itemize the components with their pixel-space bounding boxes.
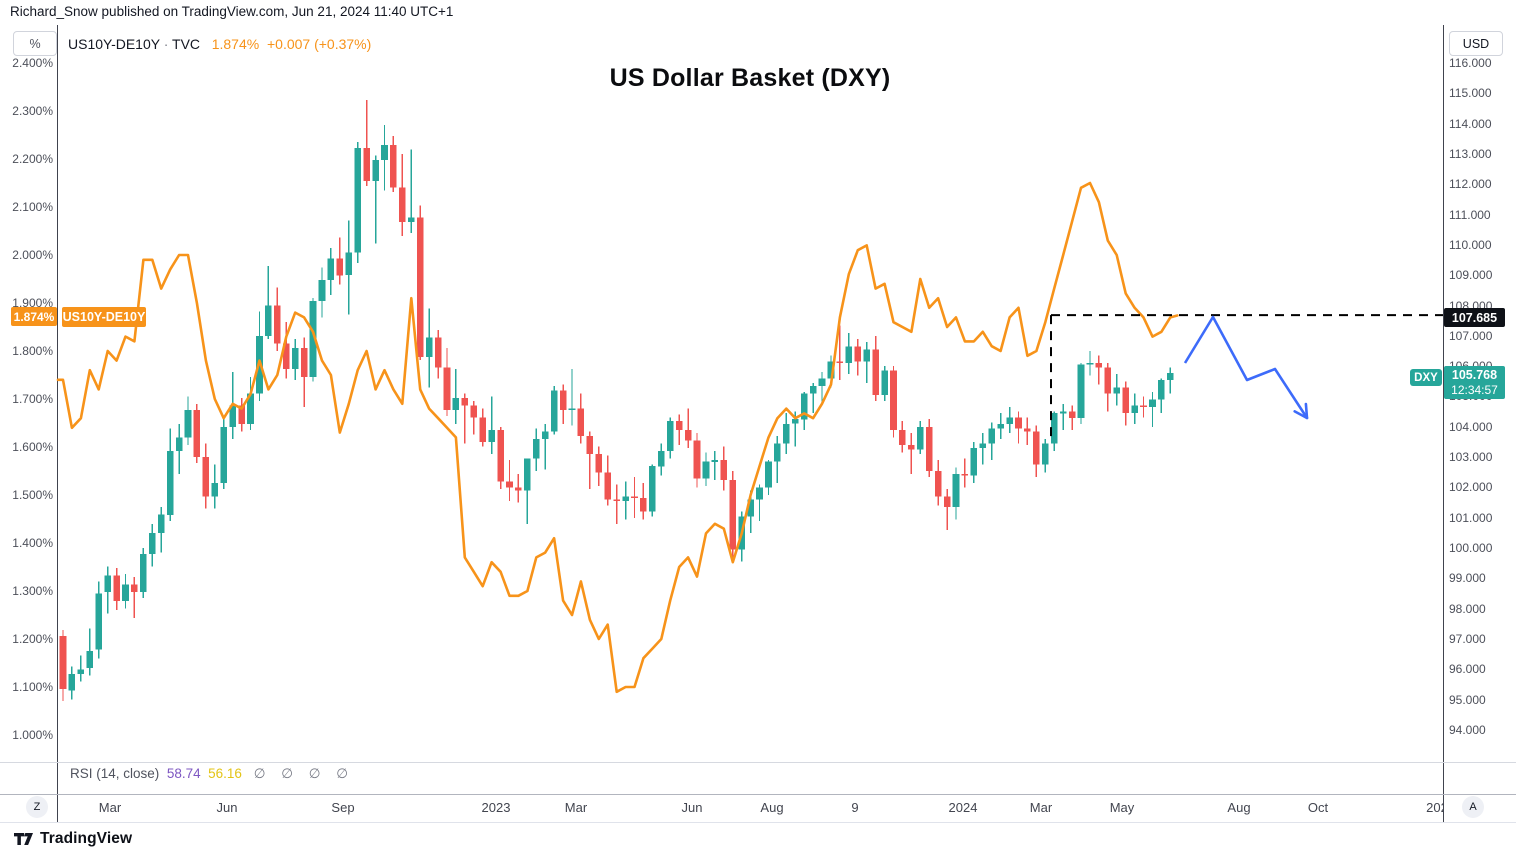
left-axis-tick: 2.200% [12, 152, 53, 166]
right-axis-tick: 116.000 [1449, 56, 1492, 70]
right-axis-tick: 101.000 [1449, 510, 1493, 525]
rsi-value: 58.74 [166, 766, 201, 781]
left-axis-tick: 1.400% [12, 536, 53, 550]
dxy-last-price: 105.768 [1451, 367, 1498, 382]
projection-arrowhead [1304, 402, 1309, 420]
left-axis-tick: 1.000% [12, 728, 53, 742]
time-axis-label: Mar [564, 800, 588, 815]
right-axis-tick: 113.000 [1449, 146, 1492, 161]
left-axis-tick: 1.800% [12, 344, 53, 358]
footer-border [0, 822, 1516, 823]
right-axis-tick: 102.000 [1449, 480, 1493, 495]
right-axis-tick: 95.000 [1449, 692, 1486, 707]
dashed-level-price-tag: 107.685 [1444, 308, 1505, 327]
left-axis-tick: 1.700% [12, 392, 53, 406]
left-axis-tick: 1.900% [12, 296, 53, 310]
right-price-axis[interactable]: 116.000 115.000 114.000 113.000 112.000 111.0… [1444, 25, 1516, 795]
time-axis-label: 9 [851, 800, 859, 815]
time-axis-label: Mar [1029, 800, 1053, 815]
rsi-empty-values: ∅ ∅ ∅ ∅ [253, 766, 354, 781]
right-axis-tick: 114.000 [1449, 116, 1492, 131]
time-axis-label: 202 [1426, 800, 1443, 815]
right-axis-tick: 104.000 [1449, 419, 1493, 434]
tradingview-brand-text: TradingView [40, 830, 133, 847]
timezone-button[interactable]: Z [26, 796, 48, 818]
left-price-axis[interactable]: 2.400% 2.300% 2.200% 2.100% 2.000% 1.900% 1.80… [0, 25, 56, 795]
left-axis-tick: 1.200% [12, 632, 53, 646]
legend-separator: · [163, 36, 169, 52]
right-axis-tick: 97.000 [1449, 632, 1486, 647]
right-unit-button[interactable]: USD [1449, 31, 1503, 56]
left-axis-tick: 1.300% [12, 584, 53, 598]
right-axis-tick: 98.000 [1449, 601, 1486, 616]
right-axis-tick: 112.000 [1449, 177, 1492, 192]
symbol-legend[interactable]: US10Y-DE10Y · TVC 1.874% +0.007 (+0.37%) [68, 36, 371, 52]
left-unit-button[interactable]: % [13, 31, 57, 56]
tradingview-logo[interactable]: TradingView [14, 830, 132, 848]
legend-symbol[interactable]: US10Y-DE10Y [68, 36, 160, 52]
rsi-ma-value: 56.16 [208, 766, 242, 781]
right-axis-tick: 111.000 [1449, 207, 1491, 222]
spread-axis-price-tag: 1.874% [11, 307, 57, 326]
time-axis-label: Jun [681, 800, 703, 815]
right-axis-tick: 103.000 [1449, 450, 1493, 465]
spread-line-series [56, 181, 1179, 694]
legend-change: +0.007 (+0.37%) [266, 36, 372, 52]
right-axis-tick: 99.000 [1449, 571, 1486, 586]
candlestick-series [59, 100, 1174, 702]
time-axis-label: Mar [98, 800, 122, 815]
right-axis-border [1443, 25, 1444, 822]
spread-series-tag[interactable]: US10Y-DE10Y [62, 307, 146, 327]
right-axis-tick: 96.000 [1449, 662, 1486, 677]
right-axis-tick: 115.000 [1449, 86, 1492, 101]
right-axis-tick: 107.000 [1449, 328, 1493, 343]
time-axis-label: 2024 [948, 800, 978, 815]
auto-scale-button[interactable]: A [1462, 796, 1484, 818]
bar-countdown: 12:34:57 [1451, 382, 1498, 397]
projection-arrow [1183, 315, 1309, 419]
left-axis-tick: 2.100% [12, 200, 53, 214]
left-axis-tick: 1.500% [12, 488, 53, 502]
rsi-name[interactable]: RSI [70, 766, 93, 781]
time-axis[interactable]: Mar Jun Sep 2023 Mar Jun Aug 9 2024 Mar May Aug Oct 2… [0, 795, 1443, 822]
attribution-text: Richard_Snow published on TradingView.co… [10, 4, 454, 19]
left-axis-tick: 2.000% [12, 248, 53, 262]
time-axis-label: Oct [1307, 800, 1329, 815]
time-axis-label: Sep [331, 800, 355, 815]
chart-title: US Dollar Basket (DXY) [609, 64, 891, 92]
rsi-legend[interactable]: RSI (14, close) 58.74 56.16 ∅ ∅ ∅ ∅ [70, 766, 354, 782]
legend-exchange: TVC [172, 36, 201, 52]
right-axis-tick: 109.000 [1449, 268, 1493, 283]
left-axis-tick: 2.300% [12, 104, 53, 118]
time-axis-border [0, 794, 1516, 795]
right-axis-tick: 100.000 [1449, 541, 1493, 556]
time-axis-label: Aug [760, 800, 784, 815]
time-axis-label: May [1109, 800, 1135, 815]
right-axis-tick: 110.000 [1449, 237, 1492, 252]
time-axis-label: 2023 [481, 800, 511, 815]
pane-separator[interactable] [0, 762, 1516, 763]
left-axis-tick: 1.600% [12, 440, 53, 454]
legend-last-value: 1.874% [211, 36, 260, 52]
left-axis-border [57, 25, 58, 822]
dxy-price-tag: 105.768 12:34:57 [1444, 366, 1505, 399]
left-axis-tick: 1.100% [12, 680, 53, 694]
time-axis-label: Aug [1227, 800, 1251, 815]
rsi-params: (14, close) [96, 766, 160, 781]
left-axis-tick: 2.400% [12, 56, 53, 70]
projection-arrowhead [1293, 410, 1309, 420]
dxy-symbol-tag[interactable]: DXY [1410, 369, 1442, 386]
right-axis-tick: 94.000 [1449, 722, 1486, 737]
tradingview-logo-icon [14, 832, 33, 846]
time-axis-label: Jun [216, 800, 238, 815]
